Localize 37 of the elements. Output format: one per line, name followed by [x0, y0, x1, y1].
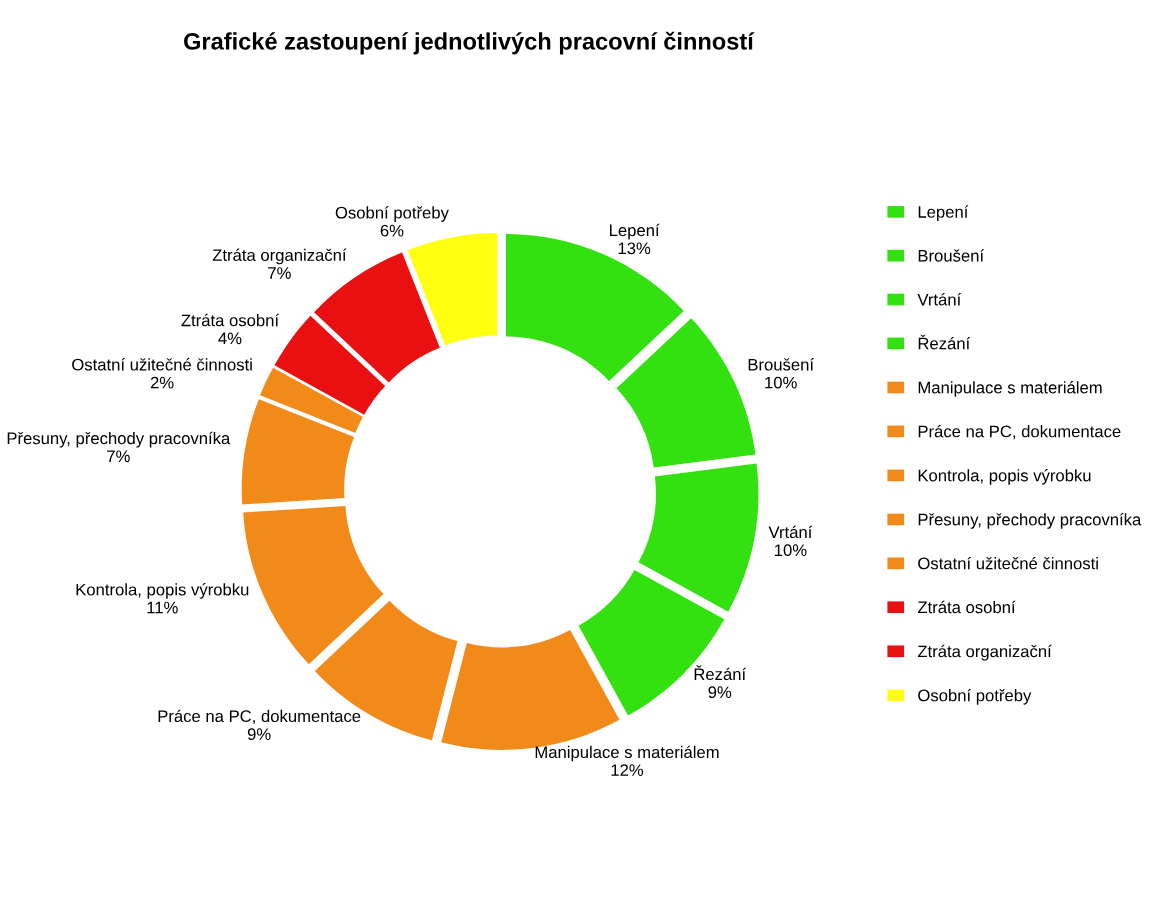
data-label: 11% — [147, 601, 178, 614]
slice-label: Broušení — [748, 358, 814, 371]
data-label: 7% — [107, 450, 130, 463]
data-label: 4% — [218, 332, 242, 345]
slice-label: Ztráta organizační — [212, 248, 347, 265]
legend-label: Řezání — [918, 334, 971, 350]
legend-label: Práce na PC, dokumentace — [918, 424, 1121, 440]
slice-label: Osobní potřeby — [335, 206, 449, 222]
data-label: 10% — [775, 544, 807, 557]
data-label: 12% — [611, 764, 644, 776]
data-label: 7% — [268, 267, 291, 279]
slice-label: Práce na PC, dokumentace — [158, 709, 361, 725]
data-label: 9% — [247, 728, 271, 741]
slice-label: Manipulace s materiálem — [535, 745, 719, 762]
slice-label: Lepení — [610, 223, 660, 240]
legend-label: Broušení — [918, 249, 985, 262]
legend-label: Ostatní užitečné činnosti — [918, 556, 1098, 570]
data-label: 9% — [708, 686, 732, 699]
legend-label: Kontrola, popis výrobku — [918, 468, 1091, 485]
chart-title: Grafické zastoupení jednotlivých pracovní činností — [184, 31, 755, 55]
slice-label: Vrtání — [768, 525, 813, 539]
slice-label: Přesuny, přechody pracovníka — [7, 431, 231, 448]
legend-label: Přesuny, přechody pracovníka — [918, 513, 1142, 529]
slice-label: Ostatní užitečné činnosti — [72, 358, 252, 371]
slice-label: Ztráta osobní — [181, 313, 279, 327]
data-label: 2% — [150, 376, 174, 389]
slice-label: Kontrola, popis výrobku — [76, 583, 249, 599]
data-label: 13% — [618, 242, 651, 255]
legend-label: Vrtání — [917, 293, 962, 306]
data-label: 6% — [380, 224, 404, 237]
legend-label: Ztráta organizační — [917, 644, 1052, 661]
data-label: 10% — [765, 376, 797, 389]
legend-label: Osobní potřeby — [918, 688, 1032, 705]
slice-label: Řezání — [694, 665, 747, 681]
legend-label: Ztráta osobní — [917, 600, 1016, 614]
legend-label: Manipulace s materiálem — [918, 381, 1102, 397]
legend-label: Lepení — [918, 205, 969, 222]
